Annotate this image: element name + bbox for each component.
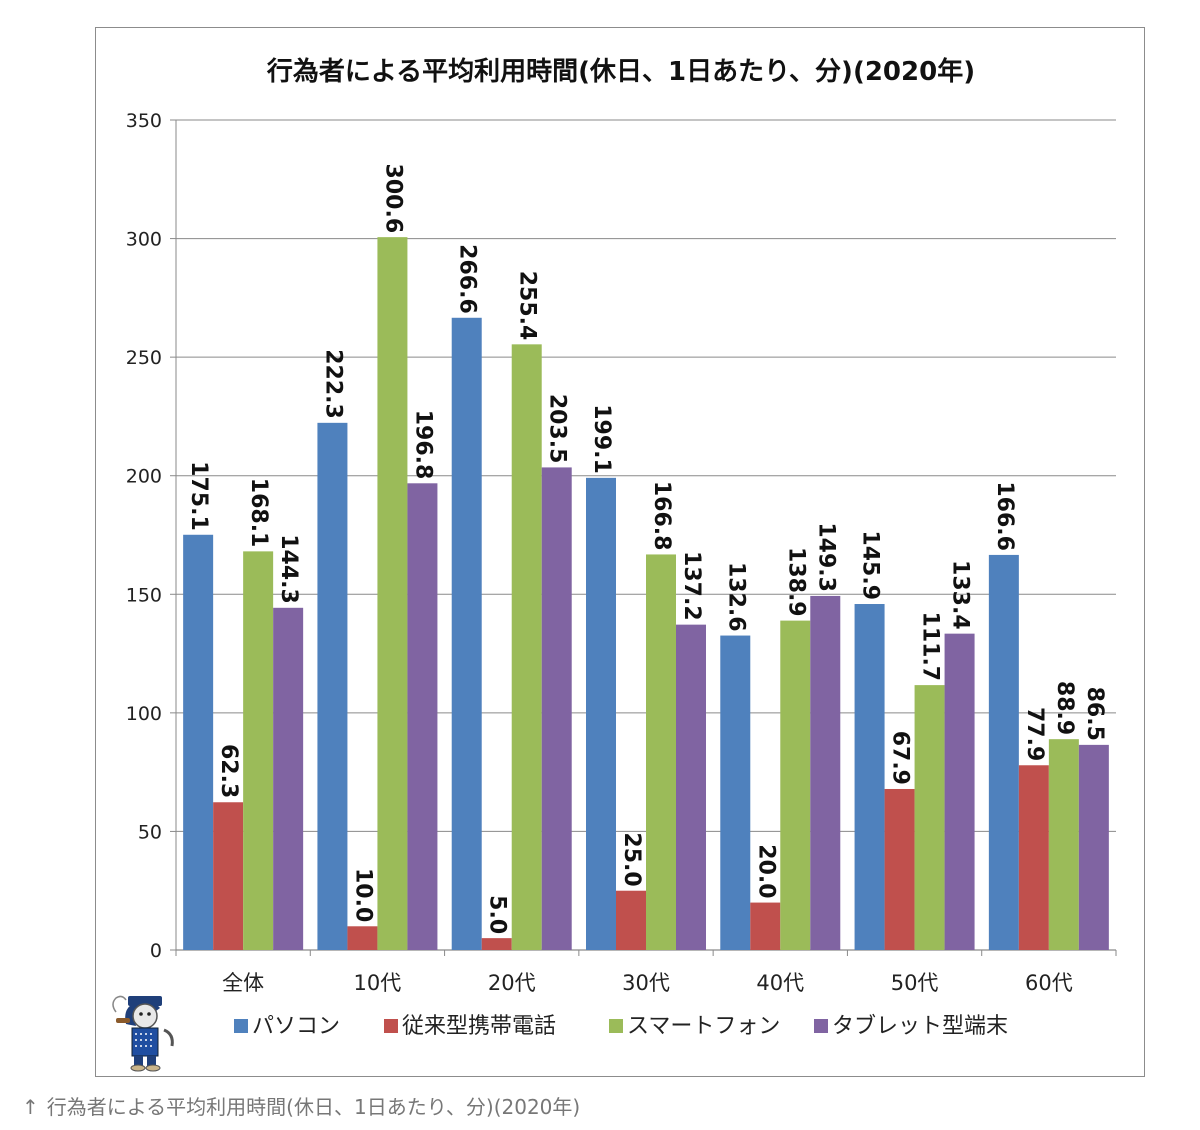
legend-swatch xyxy=(609,1019,623,1033)
bar xyxy=(1018,765,1049,950)
data-label: 168.1 xyxy=(246,478,271,548)
bar xyxy=(213,802,244,950)
figure-caption: ↑ 行為者による平均利用時間(休日、1日あたり、分)(2020年) xyxy=(22,1091,580,1120)
legend-swatch xyxy=(384,1019,398,1033)
data-label: 77.9 xyxy=(1022,707,1047,761)
data-label: 133.4 xyxy=(948,560,973,630)
mascot-character-icon xyxy=(112,995,174,1072)
data-label: 145.9 xyxy=(858,530,883,600)
y-tick-label: 150 xyxy=(126,584,162,606)
data-label: 20.0 xyxy=(753,844,778,898)
data-label: 10.0 xyxy=(350,868,375,922)
data-label: 67.9 xyxy=(888,731,913,785)
data-label: 300.6 xyxy=(380,164,405,234)
legend: パソコン 従来型携帯電話 スマートフォン タブレット型端末 xyxy=(234,1014,1008,1039)
bar xyxy=(676,624,706,950)
bar xyxy=(407,483,438,950)
bar xyxy=(914,685,945,950)
data-label: 222.3 xyxy=(320,349,345,419)
bar xyxy=(317,422,348,950)
data-label: 137.2 xyxy=(679,551,704,621)
bar xyxy=(541,467,572,950)
chart-svg: 行為者による平均利用時間(休日、1日あたり、分)(2020年) 0 50 100 15… xyxy=(112,56,1117,1072)
y-tick-label: 300 xyxy=(126,229,162,251)
data-label: 196.8 xyxy=(410,410,435,480)
bar xyxy=(854,604,885,950)
y-tick-label: 200 xyxy=(126,466,162,488)
chart-title: 行為者による平均利用時間(休日、1日あたり、分)(2020年) xyxy=(266,56,975,87)
legend-swatch xyxy=(814,1019,828,1033)
data-label: 25.0 xyxy=(619,832,644,886)
bar xyxy=(1078,744,1109,950)
x-tick-label: 40代 xyxy=(756,971,804,995)
bar xyxy=(944,633,975,950)
up-arrow-icon: ↑ xyxy=(22,1095,39,1119)
bar xyxy=(646,554,676,950)
y-tick-label: 250 xyxy=(126,347,162,369)
bar xyxy=(377,237,408,951)
y-tick-label: 50 xyxy=(138,821,162,843)
x-tick-label: 20代 xyxy=(488,971,536,995)
x-tick-label: 60代 xyxy=(1025,971,1073,995)
bar xyxy=(586,477,616,950)
chart-frame: 行為者による平均利用時間(休日、1日あたり、分)(2020年) 0 50 100 15… xyxy=(95,27,1145,1077)
x-tick-label: 30代 xyxy=(622,971,670,995)
legend-label: パソコン xyxy=(252,1014,340,1039)
x-tick-label: 全体 xyxy=(222,971,264,995)
bar xyxy=(1048,739,1079,950)
x-tick-label: 10代 xyxy=(354,971,402,995)
bar xyxy=(347,926,378,950)
x-tick-label: 50代 xyxy=(891,971,939,995)
data-label: 144.3 xyxy=(276,534,301,604)
caption-text: 行為者による平均利用時間(休日、1日あたり、分)(2020年) xyxy=(46,1095,581,1119)
data-label: 149.3 xyxy=(813,522,838,592)
data-label: 255.4 xyxy=(515,271,540,341)
data-label: 62.3 xyxy=(216,744,241,798)
bar xyxy=(884,788,915,950)
bar xyxy=(988,554,1019,950)
data-label: 111.7 xyxy=(918,612,943,682)
bar xyxy=(183,534,214,950)
bar xyxy=(243,551,274,950)
data-label: 88.9 xyxy=(1052,681,1077,735)
legend-label: スマートフォン xyxy=(627,1014,780,1039)
bar xyxy=(616,890,646,950)
data-label: 166.8 xyxy=(649,481,674,551)
bar xyxy=(511,344,542,950)
data-label: 266.6 xyxy=(455,244,480,314)
y-tick-label: 100 xyxy=(126,703,162,725)
legend-label: 従来型携帯電話 xyxy=(402,1014,556,1039)
data-label: 132.6 xyxy=(723,562,748,632)
bar xyxy=(810,595,841,950)
bars-layer xyxy=(183,237,1109,951)
bar xyxy=(451,317,482,951)
bar xyxy=(780,620,811,950)
data-label: 175.1 xyxy=(186,461,211,531)
data-label: 166.6 xyxy=(992,481,1017,551)
data-label: 199.1 xyxy=(589,404,614,474)
y-tick-label: 0 xyxy=(150,940,162,962)
legend-swatch xyxy=(234,1019,248,1033)
data-label: 138.9 xyxy=(783,547,808,617)
data-label: 5.0 xyxy=(485,895,510,934)
data-label: 203.5 xyxy=(545,394,570,464)
data-label: 86.5 xyxy=(1082,687,1107,741)
bar xyxy=(481,938,512,950)
bar xyxy=(273,607,304,950)
y-tick-label: 350 xyxy=(126,110,162,132)
legend-label: タブレット型端末 xyxy=(832,1014,1008,1039)
bar xyxy=(720,635,751,950)
bar xyxy=(750,902,781,950)
